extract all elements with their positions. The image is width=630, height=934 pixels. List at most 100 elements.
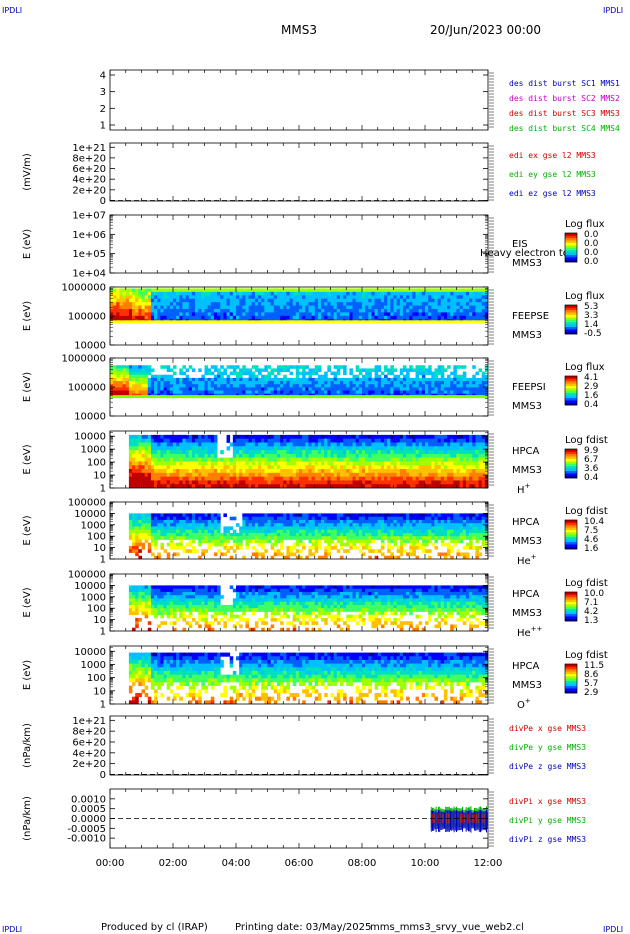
spectrogram-cell: [166, 308, 171, 313]
spectrogram-cell: [280, 469, 284, 474]
spectrogram-cell: [163, 549, 168, 553]
y-tick-label: 1e+07: [72, 211, 106, 222]
spectrogram-cell: [418, 368, 423, 372]
spectrogram-cell: [324, 381, 328, 385]
spectrogram-cell: [270, 377, 275, 382]
spectrogram-cell: [317, 384, 322, 388]
spectrogram-cell: [302, 384, 306, 388]
spectrogram-cell: [185, 302, 190, 306]
spectrogram-cell: [355, 472, 360, 478]
spectrogram-cell: [327, 302, 331, 306]
spectrogram-cell: [248, 457, 253, 462]
spectrogram-cell: [368, 302, 372, 306]
spectrogram-cell: [365, 390, 369, 395]
spectrogram-cell: [213, 368, 218, 372]
spectrogram-cell: [481, 305, 486, 310]
spectrogram-cell: [185, 315, 190, 320]
spectrogram-cell: [462, 461, 467, 466]
spectrogram-cell: [425, 484, 429, 488]
spectrogram-cell: [324, 461, 328, 466]
spectrogram-cell: [166, 453, 171, 459]
spectrogram-cell: [210, 381, 215, 385]
spectrogram-cell: [456, 469, 461, 474]
spectrogram-cell: [163, 480, 168, 485]
spectrogram-cell: [437, 315, 442, 320]
spectrogram-cell: [251, 476, 256, 481]
spectrogram-cell: [418, 465, 423, 470]
spectrogram-cell: [128, 442, 133, 447]
spectrogram-cell: [478, 465, 483, 470]
spectrogram-cell: [317, 295, 322, 300]
spectrogram-cell: [286, 472, 290, 478]
spectrogram-cell: [286, 308, 290, 313]
spectrogram-cell: [292, 457, 297, 462]
spectrogram-cell: [251, 446, 256, 451]
spectrogram-cell: [179, 381, 183, 385]
spectrogram-cell: [453, 302, 457, 306]
spectrogram-cell: [280, 305, 284, 310]
spectrogram-cell: [280, 465, 284, 470]
spectrogram-cell: [232, 371, 237, 376]
spectrogram-cell: [440, 315, 445, 320]
spectrogram-cell: [147, 302, 152, 306]
spectrogram-cell: [144, 374, 149, 379]
spectrogram-cell: [191, 308, 196, 313]
spectrogram-cell: [273, 291, 278, 296]
spectrogram-cell: [354, 320, 364, 324]
spectrogram-cell: [185, 438, 190, 443]
spectrogram-cell: [157, 526, 161, 531]
spectrogram-cell: [289, 291, 294, 296]
spectrogram-cell: [321, 446, 325, 451]
spectrogram-cell: [236, 438, 240, 443]
spectrogram-cell: [160, 480, 164, 485]
spectrogram-cell: [406, 305, 410, 310]
spectrogram-cell: [163, 446, 168, 451]
spectrogram-cell: [374, 315, 379, 320]
spectrogram-cell: [469, 469, 473, 474]
spectrogram-cell: [179, 315, 183, 320]
spectrogram-cell: [150, 305, 155, 310]
spectrogram-cell: [415, 368, 420, 372]
footer-produced: Produced by cl (IRAP): [101, 922, 208, 933]
spectrogram-cell: [456, 308, 461, 313]
spectrogram-cell: [229, 469, 234, 474]
spectrogram-cell: [475, 465, 479, 470]
spectrogram-cell: [207, 542, 212, 547]
spectrogram-cell: [443, 384, 448, 388]
spectrogram-cell: [242, 434, 246, 440]
spectrogram-cell: [338, 320, 348, 324]
spectrogram-cell: [399, 308, 404, 313]
spectrogram-cell: [450, 371, 454, 376]
spectrogram-cell: [154, 390, 158, 395]
spectrogram-cell: [478, 312, 483, 317]
spectrogram-cell: [258, 472, 262, 478]
spectrogram-cell: [295, 291, 300, 296]
spectrogram-cell: [374, 434, 379, 440]
spectrogram-cell: [399, 390, 404, 395]
spectrogram-cell: [132, 371, 136, 376]
spectrogram-cell: [242, 291, 246, 296]
spectrogram-cell: [165, 320, 175, 324]
spectrogram-cell: [176, 472, 180, 478]
spectrogram-cell: [324, 384, 328, 388]
spectrogram-cell: [144, 516, 149, 521]
spectrogram-cell: [371, 434, 375, 440]
spectrogram-cell: [204, 368, 209, 372]
spectrogram-cell: [456, 365, 461, 369]
spectrogram-cell: [289, 446, 294, 451]
spectrogram-cell: [374, 384, 379, 388]
spectrogram-cell: [447, 465, 451, 470]
spectrogram-cell: [236, 365, 240, 369]
spectrogram-cell: [302, 469, 306, 474]
spectrogram-cell: [362, 291, 366, 296]
spectrogram-cell: [292, 461, 297, 466]
spectrogram-cell: [232, 315, 237, 320]
spectrogram-cell: [387, 472, 391, 478]
spectrogram-cell: [220, 542, 224, 547]
spectrogram-cell: [251, 438, 256, 443]
spectrogram-cell: [248, 450, 253, 455]
spectrogram-cell: [478, 390, 483, 395]
spectrogram-cell: [339, 298, 344, 303]
colorbar-tick-label: 0.0: [584, 248, 599, 258]
spectrogram-cell: [365, 484, 369, 488]
